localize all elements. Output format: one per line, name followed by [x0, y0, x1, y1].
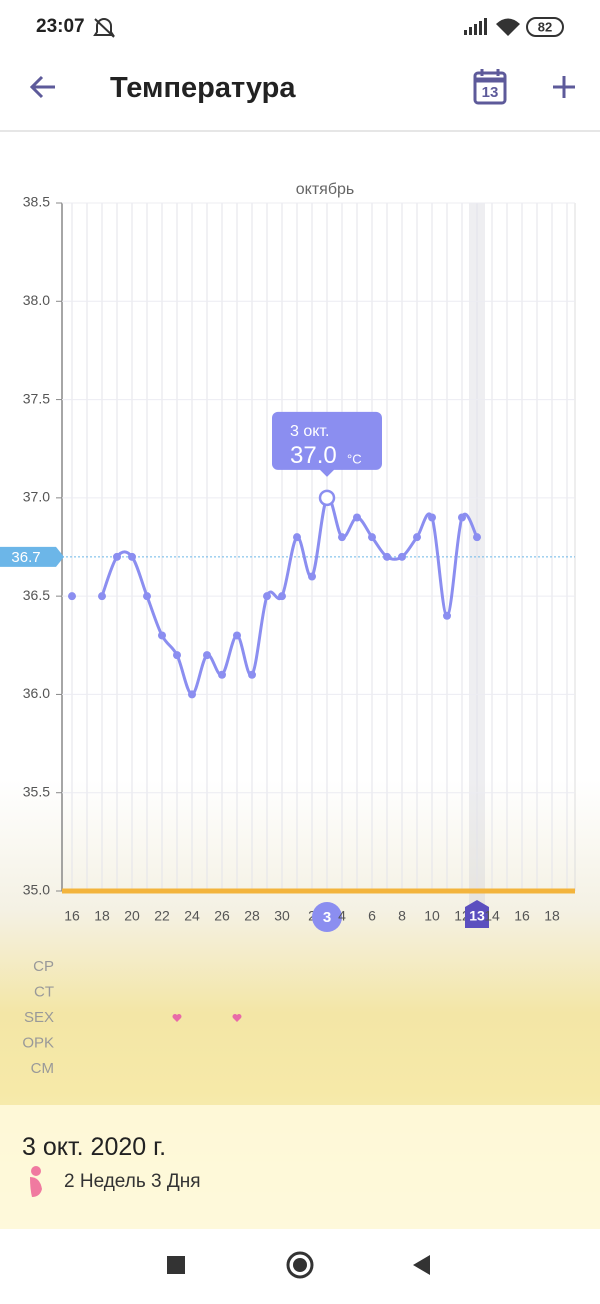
signal-icon	[464, 18, 487, 35]
selected-date: 3 окт. 2020 г.	[22, 1133, 167, 1161]
point	[293, 533, 301, 542]
selected-day-marker	[312, 902, 342, 932]
sex-heart-icon	[172, 1014, 182, 1022]
point	[398, 552, 406, 561]
row-label: CM	[31, 1060, 54, 1077]
point	[143, 592, 151, 601]
reference-label: 36.7	[11, 549, 40, 566]
wifi-icon	[496, 18, 520, 36]
status-icons: 82	[93, 17, 564, 38]
calendar-day: 13	[482, 84, 499, 101]
y-tick-label: 35.0	[23, 882, 50, 898]
calendar-button[interactable]: 13	[473, 69, 507, 105]
point	[458, 513, 466, 522]
y-tick-label: 36.5	[23, 587, 50, 603]
x-tick-label: 16	[514, 908, 530, 924]
point	[233, 631, 241, 640]
x-tick-label: 18	[94, 908, 110, 924]
point	[68, 592, 76, 601]
point	[188, 690, 196, 699]
point	[353, 513, 361, 522]
tooltip-value: 37.0	[290, 442, 337, 469]
back-button[interactable]	[29, 75, 55, 99]
row-label: OPK	[22, 1034, 54, 1051]
mute-icon	[93, 18, 115, 38]
y-tick-label: 36.0	[23, 685, 50, 701]
x-tick-label: 22	[154, 908, 170, 924]
reference-tag	[0, 546, 64, 567]
point	[368, 533, 376, 542]
point	[218, 670, 226, 679]
x-tick-label: 6	[368, 908, 376, 924]
app-bar-icons: 13	[29, 69, 575, 105]
tooltip-date: 3 окт.	[290, 423, 329, 440]
back-nav-button[interactable]	[413, 1255, 430, 1275]
tooltip-unit: °C	[347, 451, 362, 466]
point	[338, 533, 346, 542]
day-details: 3 окт. 2020 г. 2 Недель 3 Дня	[0, 1105, 600, 1229]
x-tick-label: 16	[64, 908, 80, 924]
point	[173, 651, 181, 660]
point	[113, 552, 121, 561]
selected-point	[318, 489, 336, 507]
point	[413, 533, 421, 542]
x-tick-label: 14	[484, 908, 500, 924]
x-tick-label: 30	[274, 908, 290, 924]
row-label: SEX	[24, 1009, 54, 1026]
point	[203, 651, 211, 660]
point	[128, 552, 136, 561]
y-tick-label: 37.5	[23, 390, 50, 406]
nav-buttons	[167, 1251, 430, 1279]
point	[428, 513, 436, 522]
x-tick-label: 10	[424, 908, 440, 924]
navigation-bar	[0, 1229, 600, 1299]
x-tick-label: 28	[244, 908, 260, 924]
battery-icon	[526, 17, 564, 37]
row-label: CP	[33, 958, 54, 975]
y-tick-label: 38.5	[23, 194, 50, 210]
x-tick-label: 18	[544, 908, 560, 924]
x-tick-label: 13	[469, 908, 485, 924]
x-tick-label: 20	[124, 908, 140, 924]
recents-button[interactable]	[167, 1256, 185, 1274]
point	[443, 611, 451, 620]
point	[248, 670, 256, 679]
tooltip-box	[272, 411, 382, 477]
point	[383, 552, 391, 561]
x-tick-label: 24	[184, 908, 200, 924]
point	[278, 592, 286, 601]
app-bar: 13 Температура	[0, 56, 600, 132]
y-tick-label: 35.5	[23, 783, 50, 799]
status-bar: 23:07 82	[0, 0, 600, 56]
x-tick-label: 8	[398, 908, 406, 924]
row-label: CT	[34, 983, 54, 1000]
point	[158, 631, 166, 640]
pregnancy-week: 2 Недель 3 Дня	[64, 1171, 201, 1192]
x-tick-label: 4	[338, 908, 346, 924]
chart: октябрь 35.0 35.5 36.0 36.5 37.0 37.5 38.0 38.5…	[0, 181, 576, 1077]
month-label: октябрь	[296, 181, 354, 198]
today-marker	[465, 900, 489, 928]
pregnancy-icon	[30, 1166, 42, 1197]
x-tick-label: 26	[214, 908, 230, 924]
x-tick-label: 3	[323, 909, 331, 926]
point	[263, 592, 271, 601]
add-button[interactable]	[553, 76, 575, 98]
y-tick-label: 37.0	[23, 489, 50, 505]
point	[98, 592, 106, 601]
home-button[interactable]	[286, 1251, 314, 1279]
y-tick-label: 38.0	[23, 292, 50, 308]
sex-heart-icon	[232, 1014, 242, 1022]
screen-title: Температура	[110, 72, 296, 104]
point	[308, 572, 316, 581]
point	[473, 533, 481, 542]
clock: 23:07	[36, 16, 85, 37]
battery-level: 82	[538, 19, 552, 34]
